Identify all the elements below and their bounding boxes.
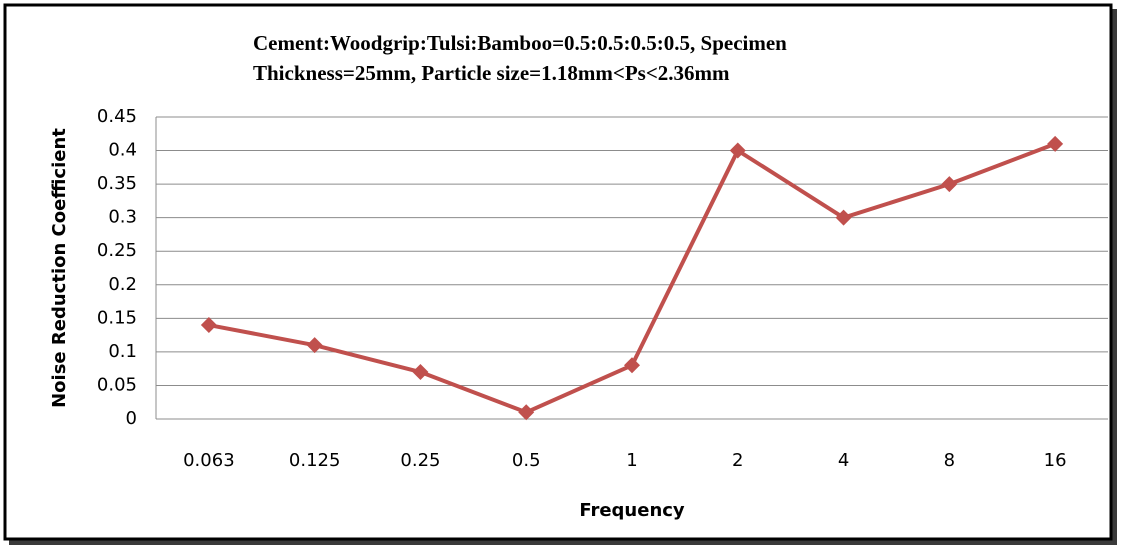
x-axis-label: Frequency xyxy=(579,500,685,521)
marker xyxy=(835,209,852,226)
x-tick-label: 4 xyxy=(838,450,849,471)
y-tick-label: 0.45 xyxy=(97,106,137,127)
y-axis-label: Noise Reduction Coefficient xyxy=(49,128,70,408)
y-tick-label: 0.05 xyxy=(97,374,137,395)
y-tick-label: 0.35 xyxy=(97,173,137,194)
y-tick-label: 0.25 xyxy=(97,240,137,261)
x-tick-label: 0.063 xyxy=(183,450,235,471)
x-tick-label: 0.5 xyxy=(512,450,541,471)
x-tick-label: 2 xyxy=(732,450,743,471)
marker xyxy=(518,404,535,421)
x-tick-label: 8 xyxy=(944,450,955,471)
chart-title: Thickness=25mm, Particle size=1.18mm<Ps<… xyxy=(253,61,730,85)
x-tick-label: 16 xyxy=(1044,450,1067,471)
marker xyxy=(200,317,217,334)
x-tick-label: 0.125 xyxy=(289,450,341,471)
chart-title: Cement:Woodgrip:Tulsi:Bamboo=0.5:0.5:0.5… xyxy=(253,31,787,55)
marker xyxy=(306,337,323,354)
marker xyxy=(624,357,640,374)
frame xyxy=(3,3,1113,541)
y-tick-label: 0.3 xyxy=(108,207,137,228)
y-tick-label: 0.4 xyxy=(108,140,137,161)
marker xyxy=(412,364,429,381)
y-tick-label: 0 xyxy=(126,408,137,429)
marker xyxy=(729,142,746,159)
x-tick-label: 0.25 xyxy=(400,450,440,471)
y-tick-label: 0.15 xyxy=(97,307,137,328)
marker xyxy=(941,176,958,193)
x-tick-label: 1 xyxy=(626,450,637,471)
y-tick-label: 0.2 xyxy=(108,274,137,295)
y-tick-label: 0.1 xyxy=(108,341,137,362)
marker xyxy=(1047,135,1064,152)
